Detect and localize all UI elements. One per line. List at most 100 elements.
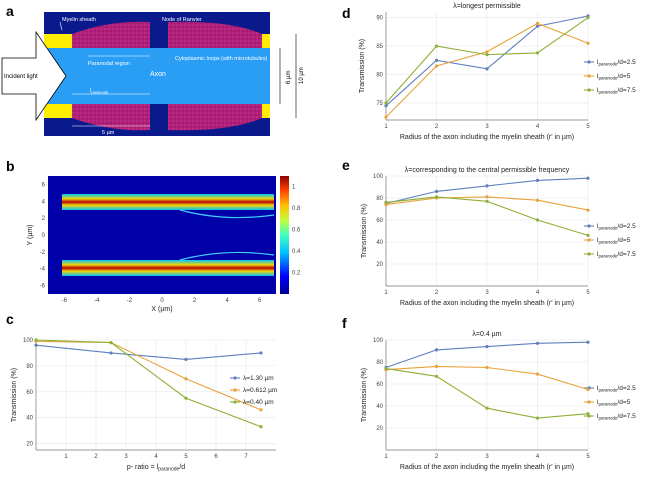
heatmap-y-tick: 0 [42,233,46,239]
x-tick: 3 [485,290,489,296]
heatmap-scatter-top [179,209,275,219]
heatmap-x-tick: -4 [94,298,100,304]
data-point [485,195,489,199]
heatmap-scatter-bottom [179,251,275,261]
y-tick: 20 [376,262,383,268]
x-tick: 7 [244,454,248,460]
data-point [434,195,439,199]
legend-entry: λ=1.30 µm [243,375,274,382]
series-line-1 [35,344,262,360]
myelin-lobe-top-left [72,21,150,48]
legend-marker [233,388,237,392]
data-point [434,64,439,68]
y-axis-label: Transmission (%) [361,368,368,422]
y-tick: 100 [373,174,384,180]
legend-tail: /d=7.5 [617,251,636,258]
legend-entry: lparanode/d=5 [597,73,631,81]
x-tick: 4 [536,290,540,296]
myelin-lobe-top-right [168,21,262,48]
legend-entry: lparanode/d=5 [597,237,631,245]
colorbar-tick: 0.2 [292,271,301,277]
data-point [259,408,263,412]
data-point [184,377,188,381]
x-tick: 5 [586,290,590,296]
legend-sub: paranode [598,76,618,81]
legend-marker [587,74,591,78]
legend-sub: paranode [598,226,618,231]
x-axis-label: Radius of the axon including the myelin … [400,134,574,141]
y-tick: 75 [376,101,383,107]
panel-label-b: b [6,158,15,174]
data-point [34,338,38,342]
legend-tail: /d=7.5 [617,87,636,94]
legend-sub: paranode [598,416,618,421]
data-point [535,178,540,182]
data-point [535,21,540,25]
legend-name: λ=0.612 µm [243,387,277,394]
x-tick: 4 [154,454,158,460]
node-of-ranvier-label: Node of Ranvier [162,17,202,23]
y-axis-label: Transmission (%) [361,204,368,258]
data-point [535,51,540,55]
y-tick: 40 [376,240,383,246]
heatmap-x-tick: 2 [193,298,197,304]
myelin-lobe-bottom-right [168,104,262,131]
heatmap-x-tick: 6 [258,298,262,304]
legend-name: l [597,223,599,230]
heatmap-y-tick: 6 [42,182,46,188]
legend-tail: /d=5 [617,399,630,406]
legend-name: l [597,87,599,94]
data-point [586,176,590,180]
data-point [485,50,489,54]
y-tick: 100 [373,338,384,344]
legend-sub: paranode [598,62,618,67]
x-axis-label: p- ratio = lparanode/d [127,464,185,473]
x-tick: 1 [384,290,388,296]
paranodal-region-label: Paranodal region [88,61,130,67]
heatmap-y-label: Y (µm) [27,224,34,245]
data-point [586,233,590,237]
heatmap-x-label: X (µm) [151,306,172,313]
legend-entry: lparanode/d=5 [597,399,631,407]
x-tick: 2 [94,454,98,460]
legend-entry: lparanode/d=2.5 [597,223,636,231]
x-axis-label-sub: paranode [158,467,179,473]
legend-marker [587,400,591,404]
cytoplasmic-loops-label: Cytoplasmic loops (with microtubules) [175,56,267,62]
legend-entry: λ=0.40 µm [243,399,274,406]
data-point [184,357,188,362]
panel-label-a: a [6,3,14,19]
colorbar-ticks: 1 0.8 0.6 0.4 0.2 [292,185,301,277]
y-tick: 20 [26,442,33,448]
data-point [434,374,439,378]
data-point [485,53,489,57]
heatmap-y-tick: -4 [40,267,46,273]
legend-marker [587,88,591,92]
panel-label-e: e [342,157,350,173]
data-point [384,203,388,207]
x-tick: 2 [435,124,439,130]
legend-name: λ=1.30 µm [243,375,274,382]
legend-sub: paranode [598,254,618,259]
heatmap-y-tick: 4 [42,199,46,205]
x-tick: 1 [64,454,68,460]
data-point [586,208,590,212]
legend-tail: /d=7.5 [617,413,636,420]
legend-name: l [597,251,599,258]
heatmap-band-bottom [62,260,274,276]
series-line-3 [35,339,262,428]
legend-tail: /d=5 [617,73,630,80]
heatmap-x-tick: -6 [62,298,68,304]
x-tick: 1 [384,454,388,460]
legend-entry: lparanode/d=7.5 [597,251,636,259]
data-point [485,365,489,370]
data-point [259,425,263,429]
colorbar-tick: 0.8 [292,206,301,212]
data-point [586,16,590,20]
data-point [434,364,439,368]
legend-name: λ=0.40 µm [243,399,274,406]
x-axis-label: Radius of the axon including the myelin … [400,464,574,471]
panel-f: f 20 40 60 80 100 1 2 3 4 5 λ=0.4 µm Radius of the … [342,315,636,471]
y-tick: 20 [376,426,383,432]
